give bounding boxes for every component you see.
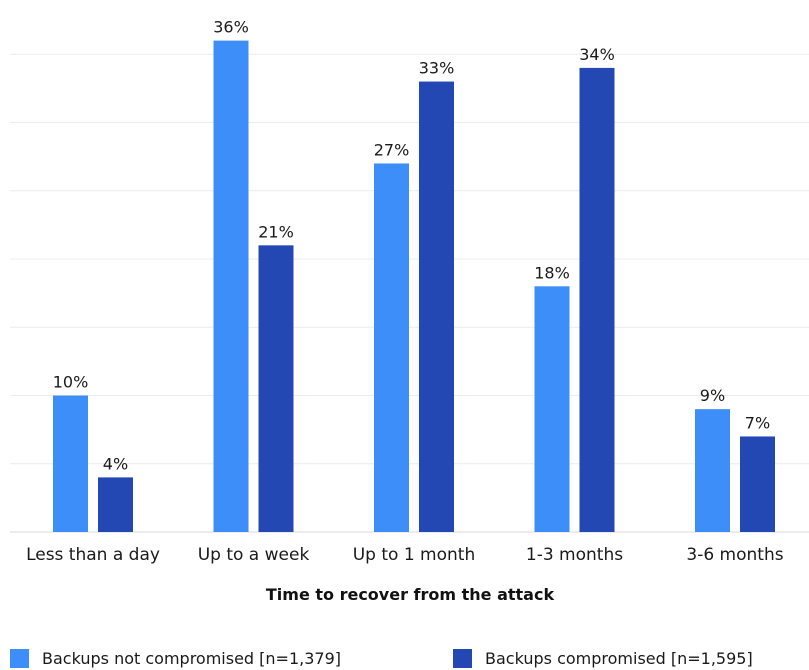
x-tick-label: 3-6 months xyxy=(686,545,783,565)
legend-item-compromised: Backups compromised [n=1,595] xyxy=(453,648,753,668)
legend-item-not-compromised: Backups not compromised [n=1,379] xyxy=(10,648,341,668)
legend-label-not-compromised: Backups not compromised [n=1,379] xyxy=(42,648,341,668)
legend-swatch-not-compromised xyxy=(10,648,29,668)
gridlines xyxy=(10,53,809,533)
bar-value-label: 36% xyxy=(213,18,249,37)
bar-value-labels: 10% 4% 36% 21% 27% 33% 18% 34% 9% 7% xyxy=(53,18,770,474)
bar-compromised xyxy=(98,477,133,532)
x-axis-label: Time to recover from the attack xyxy=(266,585,555,604)
bar-value-label: 10% xyxy=(53,373,89,392)
bar-value-label: 4% xyxy=(103,454,128,473)
x-tick-label: Up to a week xyxy=(198,545,310,565)
legend-swatch-compromised xyxy=(453,648,472,668)
bars xyxy=(53,40,775,533)
x-tick-label: Less than a day xyxy=(26,545,160,565)
bar-compromised xyxy=(740,436,775,532)
bar-compromised xyxy=(258,245,294,532)
bar-compromised xyxy=(579,67,615,533)
bar-not-compromised xyxy=(374,163,409,532)
bar-value-label: 7% xyxy=(745,413,770,432)
legend: Backups not compromised [n=1,379] Backup… xyxy=(0,646,809,670)
bar-value-label: 27% xyxy=(374,140,410,159)
bar-compromised xyxy=(419,81,454,533)
bar-not-compromised xyxy=(213,40,249,532)
x-tick-labels: Less than a day Up to a week Up to 1 month… xyxy=(26,545,784,565)
bar-not-compromised xyxy=(695,409,730,532)
bar-not-compromised xyxy=(53,395,88,532)
bar-value-label: 33% xyxy=(419,59,455,78)
bar-not-compromised xyxy=(534,286,570,532)
legend-label-compromised: Backups compromised [n=1,595] xyxy=(485,648,753,668)
bar-value-label: 9% xyxy=(700,386,725,405)
bar-value-label: 21% xyxy=(258,222,294,241)
x-tick-label: Up to 1 month xyxy=(353,545,476,565)
bar-value-label: 34% xyxy=(579,45,615,64)
bar-chart: 10% 4% 36% 21% 27% 33% 18% 34% 9% 7% Less than a … xyxy=(10,18,809,604)
bar-value-label: 18% xyxy=(534,263,570,282)
x-tick-label: 1-3 months xyxy=(526,545,623,565)
